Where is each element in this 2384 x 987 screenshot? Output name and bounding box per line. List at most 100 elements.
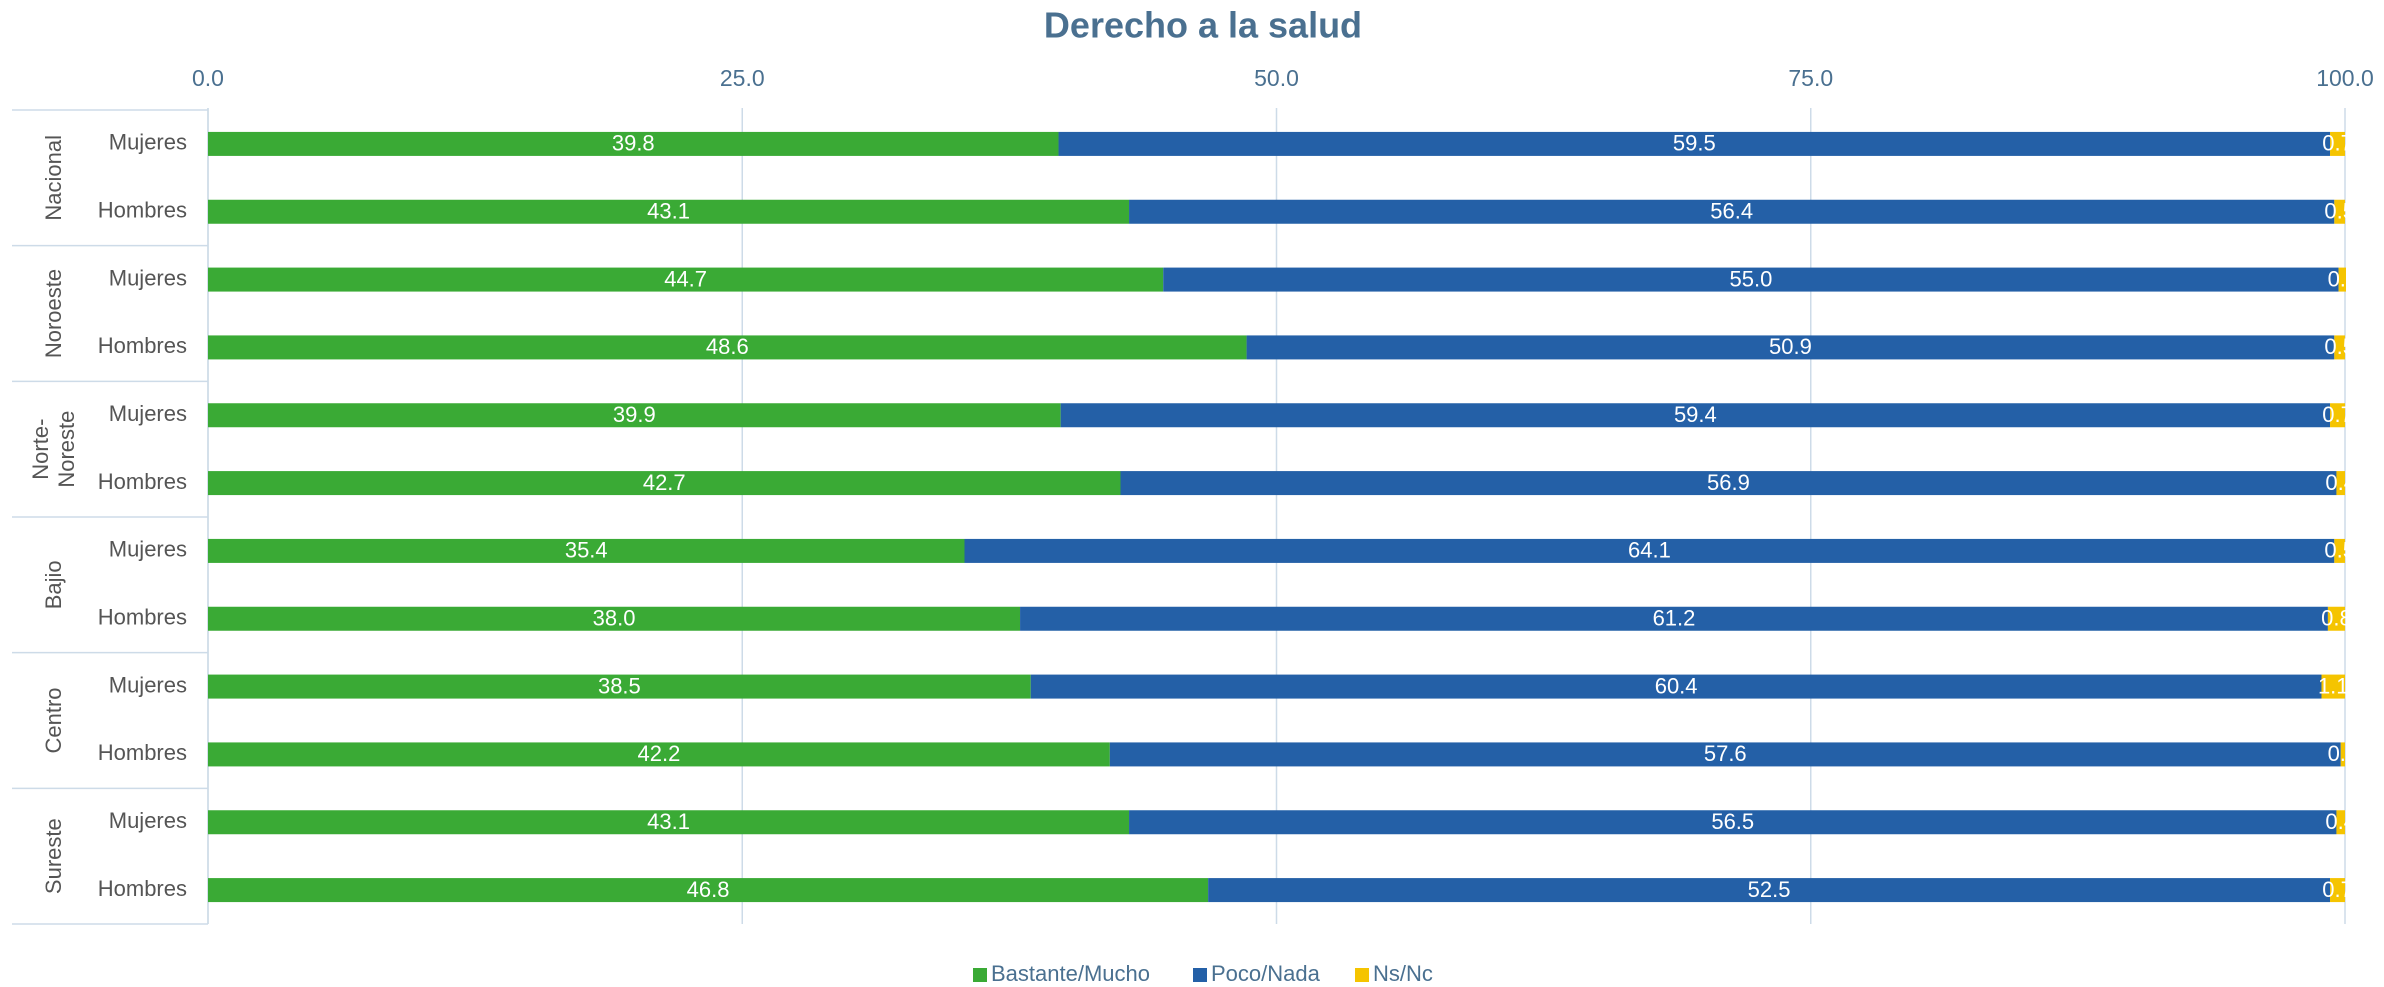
x-tick-label: 75.0 bbox=[1788, 65, 1833, 91]
data-label: 0.7 bbox=[2322, 877, 2353, 902]
data-label: 0.2 bbox=[2328, 741, 2359, 766]
y-tick-label: Mujeres bbox=[109, 130, 187, 155]
data-label: 0.5 bbox=[2324, 538, 2355, 563]
bar-segment bbox=[208, 471, 1121, 496]
bar-segment bbox=[208, 606, 1021, 631]
bar-segment bbox=[208, 335, 1247, 360]
x-tick-label: 25.0 bbox=[720, 65, 765, 91]
bar-segment bbox=[1129, 199, 2335, 224]
bar-segment bbox=[208, 267, 1164, 292]
bar-segment bbox=[2330, 878, 2345, 903]
bar-segment bbox=[1129, 810, 2337, 835]
data-label: 59.5 bbox=[1673, 131, 1716, 156]
bar-segment bbox=[2336, 471, 2345, 496]
y-tick-label: Hombres bbox=[98, 469, 187, 494]
legend-label: Ns/Nc bbox=[1373, 961, 1433, 986]
data-label: 0.5 bbox=[2324, 334, 2355, 359]
data-label: 44.7 bbox=[664, 266, 707, 291]
bar-segment bbox=[2327, 606, 2345, 631]
legend-swatch bbox=[1355, 968, 1369, 982]
data-label: 55.0 bbox=[1729, 266, 1772, 291]
x-tick-label: 50.0 bbox=[1254, 65, 1299, 91]
data-label: 1.1 bbox=[2318, 673, 2349, 698]
bar-segment bbox=[1109, 742, 2341, 767]
bars: 39.8 59.5 0.7 43.1 56.4 0.5 44.7 55.0 0.4 48.6 50.… bbox=[208, 131, 2359, 903]
bar-segment bbox=[2330, 403, 2345, 428]
y-tick-label: Hombres bbox=[98, 198, 187, 223]
data-label: 46.8 bbox=[687, 877, 730, 902]
bar-segment bbox=[964, 538, 2335, 563]
y-tick-label: Hombres bbox=[98, 876, 187, 901]
data-label: 48.6 bbox=[706, 334, 749, 359]
bar-segment bbox=[208, 878, 1209, 903]
bar-segment bbox=[2338, 267, 2346, 292]
bar-segment bbox=[2321, 674, 2345, 699]
data-label: 43.1 bbox=[647, 199, 690, 224]
y-tick-label: Mujeres bbox=[109, 401, 187, 426]
chart-title: Derecho a la salud bbox=[1044, 5, 1362, 46]
data-label: 0.5 bbox=[2324, 199, 2355, 224]
data-label: 39.9 bbox=[613, 402, 656, 427]
data-label: 57.6 bbox=[1704, 741, 1747, 766]
bar-segment bbox=[2336, 810, 2345, 835]
bar-segment bbox=[1208, 878, 2331, 903]
y-tick-label: Mujeres bbox=[109, 808, 187, 833]
bar-segment bbox=[208, 199, 1130, 224]
group-label: Bajio bbox=[41, 560, 66, 609]
y-tick-label: Hombres bbox=[98, 333, 187, 358]
data-label: 0.7 bbox=[2322, 131, 2353, 156]
bar-segment bbox=[2334, 199, 2345, 224]
data-label: 61.2 bbox=[1653, 606, 1696, 631]
data-label: 60.4 bbox=[1655, 673, 1698, 698]
data-label: 0.4 bbox=[2328, 266, 2359, 291]
grid bbox=[12, 108, 2346, 925]
group-label: Norte-Noreste bbox=[28, 411, 79, 488]
bar-segment bbox=[208, 131, 1059, 156]
bar-segment bbox=[1060, 403, 2331, 428]
data-label: 64.1 bbox=[1628, 538, 1671, 563]
y-tick-label: Hombres bbox=[98, 740, 187, 765]
x-tick-label: 0.0 bbox=[192, 65, 224, 91]
data-label: 42.2 bbox=[637, 741, 680, 766]
bar-segment bbox=[208, 810, 1130, 835]
bar-segment bbox=[208, 538, 965, 563]
data-label: 0.8 bbox=[2321, 606, 2352, 631]
data-label: 52.5 bbox=[1748, 877, 1791, 902]
bar-segment bbox=[208, 742, 1110, 767]
bar-segment bbox=[2334, 538, 2345, 563]
bar-segment bbox=[1120, 471, 2337, 496]
group-label: Noroeste bbox=[41, 269, 66, 358]
data-label: 0.4 bbox=[2325, 470, 2356, 495]
data-label: 38.5 bbox=[598, 673, 641, 698]
legend-swatch bbox=[973, 968, 987, 982]
y-tick-label: Hombres bbox=[98, 605, 187, 630]
bar-segment bbox=[1030, 674, 2322, 699]
x-tick-label: 100.0 bbox=[2316, 65, 2374, 91]
group-label: Centro bbox=[41, 687, 66, 753]
data-label: 0.7 bbox=[2322, 402, 2353, 427]
data-label: 43.1 bbox=[647, 809, 690, 834]
data-label: 56.5 bbox=[1711, 809, 1754, 834]
bar-segment bbox=[1163, 267, 2339, 292]
data-label: 35.4 bbox=[565, 538, 608, 563]
legend-label: Bastante/Mucho bbox=[991, 961, 1150, 986]
data-label: 56.4 bbox=[1710, 199, 1753, 224]
data-label: 56.9 bbox=[1707, 470, 1750, 495]
group-label: Sureste bbox=[41, 818, 66, 894]
y-tick-label: Mujeres bbox=[109, 537, 187, 562]
data-label: 38.0 bbox=[593, 606, 636, 631]
data-label: 42.7 bbox=[643, 470, 686, 495]
bar-segment bbox=[2340, 742, 2345, 767]
data-label: 0.4 bbox=[2325, 809, 2356, 834]
data-label: 50.9 bbox=[1769, 334, 1812, 359]
bar-segment bbox=[2330, 131, 2345, 156]
data-label: 39.8 bbox=[612, 131, 655, 156]
bar-segment bbox=[2334, 335, 2345, 360]
bar-segment bbox=[1020, 606, 2328, 631]
bar-segment bbox=[1058, 131, 2331, 156]
y-tick-label: Mujeres bbox=[109, 265, 187, 290]
bar-segment bbox=[208, 674, 1031, 699]
legend-label: Poco/Nada bbox=[1211, 961, 1321, 986]
y-tick-label: Mujeres bbox=[109, 672, 187, 697]
